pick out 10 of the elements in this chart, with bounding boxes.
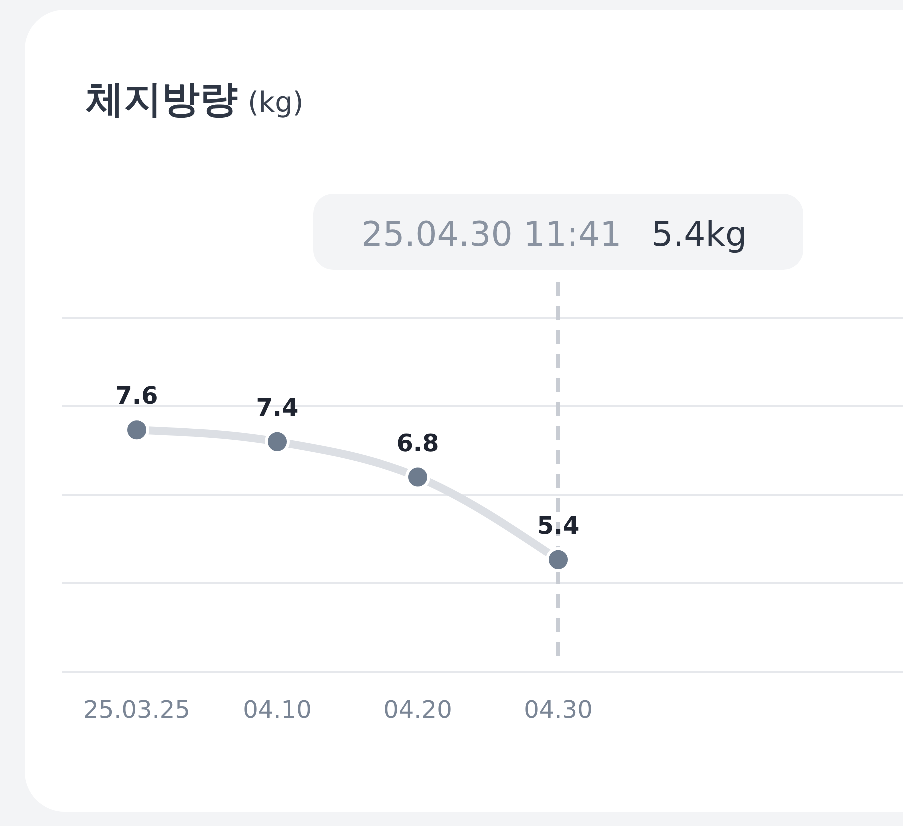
data-label: 5.4 bbox=[537, 512, 580, 540]
x-tick-label: 04.10 bbox=[243, 696, 312, 724]
text: 25.04.30 11:41 5.4kg bbox=[362, 215, 748, 255]
chart-title: 체지방량 (kg) bbox=[86, 77, 304, 121]
data-label: 7.4 bbox=[256, 394, 299, 422]
data-label: 6.8 bbox=[396, 429, 440, 458]
x-tick-label: 04.20 bbox=[384, 696, 452, 724]
x-tick-label: 25.03.25 bbox=[84, 696, 190, 724]
x-tick-label: 04.30 bbox=[524, 696, 593, 724]
data-label: 7.6 bbox=[116, 382, 158, 410]
